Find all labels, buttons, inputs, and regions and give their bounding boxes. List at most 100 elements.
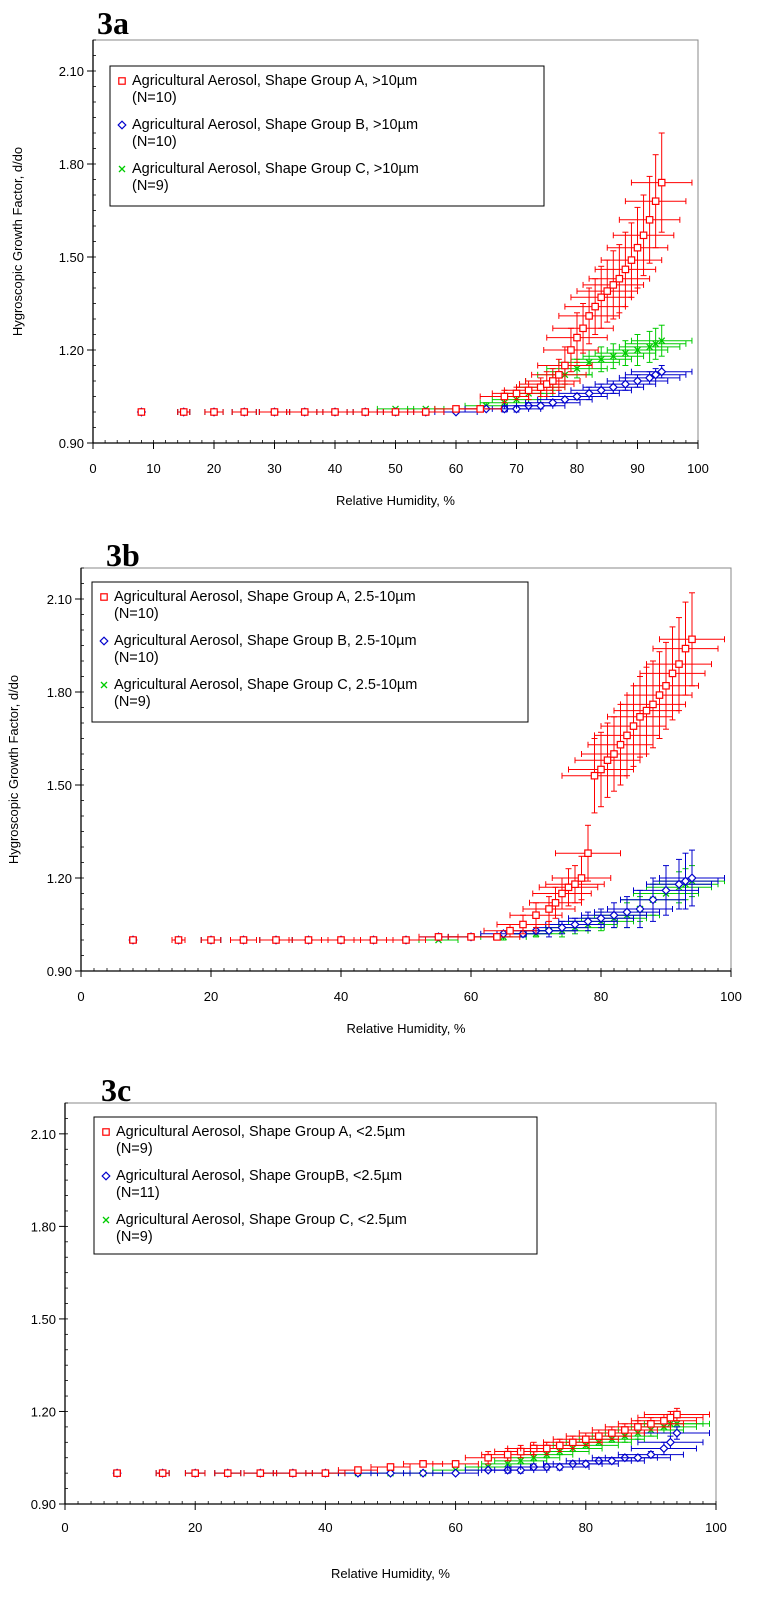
x-tick-label: 80 bbox=[579, 1520, 593, 1535]
marker-square bbox=[191, 1469, 200, 1477]
legend-label: Agricultural Aerosol, Shape Group A, >10… bbox=[132, 73, 417, 89]
marker-square bbox=[675, 660, 683, 668]
marker-diamond bbox=[596, 913, 606, 923]
marker-square bbox=[545, 905, 553, 913]
marker-square bbox=[548, 377, 557, 385]
marker-diamond bbox=[608, 382, 618, 392]
series-cross bbox=[137, 324, 693, 416]
x-tick-label: 30 bbox=[267, 461, 281, 476]
marker-square bbox=[681, 644, 690, 653]
marker-square bbox=[419, 1460, 427, 1468]
y-tick-label: 0.90 bbox=[59, 436, 84, 451]
legend-item: Agricultural Aerosol, Shape Group A, >10… bbox=[118, 73, 417, 106]
panel-title: 3a bbox=[97, 5, 129, 41]
marker-square bbox=[402, 936, 410, 944]
legend-count: (N=9) bbox=[116, 1141, 153, 1157]
marker-diamond bbox=[672, 1428, 682, 1438]
x-tick-label: 0 bbox=[89, 461, 96, 476]
marker-square bbox=[591, 302, 599, 311]
marker-square bbox=[639, 231, 648, 240]
marker-square bbox=[564, 883, 573, 892]
x-tick-label: 60 bbox=[449, 461, 463, 476]
marker-square bbox=[561, 361, 569, 370]
legend-label: Agricultural Aerosol, Shape Group A, <2.… bbox=[116, 1124, 405, 1140]
marker-square bbox=[555, 371, 563, 379]
x-tick-label: 100 bbox=[687, 461, 709, 476]
marker-square bbox=[354, 1466, 362, 1474]
marker-square bbox=[256, 1469, 265, 1477]
marker-square bbox=[174, 936, 183, 944]
legend-item: Agricultural Aerosol, Shape Group A, <2.… bbox=[102, 1124, 405, 1157]
y-tick-label: 1.50 bbox=[31, 1312, 56, 1327]
marker-square bbox=[629, 722, 638, 730]
x-tick-label: 20 bbox=[207, 461, 221, 476]
x-tick-label: 100 bbox=[705, 1520, 727, 1535]
marker-diamond bbox=[633, 1453, 643, 1463]
x-tick-label: 20 bbox=[188, 1520, 202, 1535]
y-tick-label: 1.50 bbox=[47, 778, 72, 793]
series-diamond bbox=[128, 849, 725, 945]
legend-item: Agricultural Aerosol, Shape Group B, >10… bbox=[117, 117, 418, 150]
marker-square bbox=[610, 750, 618, 758]
marker-diamond bbox=[646, 1450, 656, 1460]
marker-square bbox=[608, 1429, 616, 1437]
legend-item: Agricultural Aerosol, Shape Group C, <2.… bbox=[102, 1212, 407, 1245]
marker-square bbox=[270, 408, 279, 416]
marker-square bbox=[493, 933, 501, 941]
marker-cross bbox=[118, 165, 126, 173]
marker-square bbox=[615, 274, 624, 283]
marker-diamond bbox=[101, 1171, 111, 1181]
legend-count: (N=10) bbox=[132, 134, 177, 150]
marker-diamond bbox=[620, 379, 631, 389]
marker-square bbox=[581, 1435, 590, 1444]
marker-cross bbox=[100, 681, 108, 689]
marker-square bbox=[634, 1423, 642, 1431]
marker-square bbox=[304, 936, 313, 944]
marker-diamond bbox=[572, 391, 582, 402]
marker-square bbox=[331, 408, 339, 416]
marker-square bbox=[289, 1469, 297, 1477]
y-tick-label: 0.90 bbox=[47, 964, 72, 979]
legend-label: Agricultural Aerosol, Shape Group B, 2.5… bbox=[114, 633, 417, 649]
marker-diamond bbox=[607, 1456, 617, 1466]
series-square bbox=[137, 132, 693, 416]
marker-square bbox=[300, 408, 309, 416]
x-axis-label: Relative Humidity, % bbox=[336, 493, 455, 508]
x-tick-label: 20 bbox=[204, 989, 218, 1004]
legend-count: (N=9) bbox=[114, 694, 151, 710]
x-tick-label: 100 bbox=[720, 989, 742, 1004]
marker-square bbox=[476, 405, 485, 413]
marker-square bbox=[688, 635, 696, 644]
marker-square bbox=[567, 346, 575, 354]
legend-item: Agricultural Aerosol, Shape Group A, 2.5… bbox=[100, 589, 416, 622]
marker-square bbox=[627, 256, 636, 264]
marker-diamond bbox=[555, 1462, 565, 1472]
marker-square bbox=[451, 1460, 460, 1468]
x-axis-label: Relative Humidity, % bbox=[347, 1021, 466, 1036]
marker-square bbox=[573, 333, 581, 342]
marker-square bbox=[321, 1469, 330, 1477]
marker-square bbox=[579, 324, 587, 333]
series-diamond bbox=[136, 365, 693, 417]
marker-diamond bbox=[661, 885, 671, 896]
marker-diamond bbox=[632, 376, 643, 386]
marker-diamond bbox=[680, 876, 691, 886]
marker-square bbox=[590, 771, 599, 780]
marker-square bbox=[636, 712, 644, 721]
x-tick-label: 60 bbox=[464, 989, 478, 1004]
marker-diamond bbox=[659, 1443, 669, 1454]
marker-square bbox=[207, 936, 215, 944]
marker-square bbox=[179, 408, 188, 416]
marker-cross bbox=[585, 358, 593, 366]
marker-diamond bbox=[687, 873, 697, 883]
marker-square bbox=[158, 1469, 167, 1477]
marker-square bbox=[239, 936, 248, 944]
marker-cross bbox=[646, 343, 654, 351]
legend-count: (N=9) bbox=[132, 178, 169, 194]
marker-square bbox=[568, 1438, 577, 1447]
marker-diamond bbox=[450, 1468, 461, 1478]
series-square bbox=[113, 1407, 710, 1477]
legend: Agricultural Aerosol, Shape Group A, >10… bbox=[109, 65, 545, 207]
marker-diamond bbox=[648, 895, 658, 905]
